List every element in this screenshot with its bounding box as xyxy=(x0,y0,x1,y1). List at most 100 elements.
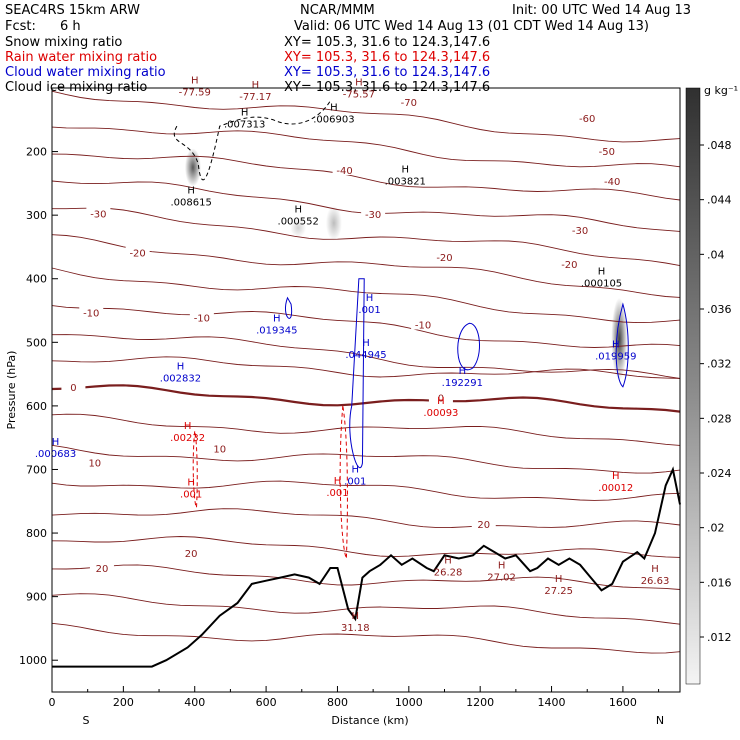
colorbar-tick-label: .028 xyxy=(707,412,732,425)
contour-label-bg xyxy=(82,456,107,468)
temperature-isotherm xyxy=(51,334,681,379)
colorbar-ticks: .048 .044 .04 .036 .032 .028 .024 .02 .016 .012 xyxy=(700,139,732,644)
extremum-value: .001 xyxy=(344,477,366,488)
forecast-label: Fcst: xyxy=(5,19,36,34)
colorbar-tick-label: .032 xyxy=(707,358,732,371)
extremum-marker: H xyxy=(362,338,370,349)
extremum-marker: H xyxy=(52,437,60,448)
field-cloudwater-label: Cloud water mixing ratio xyxy=(5,65,166,80)
hydrometeor-outline xyxy=(192,431,198,509)
extremum-marker: H xyxy=(187,186,195,197)
contour-label-bg xyxy=(89,562,114,574)
y-axis-ticks: 200 300 400 500 600 700 800 900 1000 xyxy=(19,146,58,667)
extremum-value: .002832 xyxy=(160,374,201,385)
extremum-value: 27.25 xyxy=(544,586,573,597)
contour-label: 20 xyxy=(185,549,198,560)
contour-label-bg xyxy=(79,306,104,318)
temperature-isotherm xyxy=(51,153,681,201)
temperature-isotherm xyxy=(51,234,681,298)
contour-label: 20 xyxy=(477,520,490,531)
temperature-isotherm xyxy=(51,480,681,501)
terrain-profile xyxy=(52,466,681,668)
temperature-isotherm xyxy=(51,413,681,446)
colorbar-tick-label: .024 xyxy=(707,467,732,480)
y-tick-label: 1000 xyxy=(19,654,47,667)
contour-label: 10 xyxy=(213,444,226,455)
extremum-value: .019959 xyxy=(595,351,636,362)
extremum-value: .000105 xyxy=(581,278,622,289)
x-tick-label: 400 xyxy=(184,696,205,709)
contour-label-bg xyxy=(568,223,593,235)
extremum-marker: H xyxy=(366,293,374,304)
contour-label-bg xyxy=(86,207,111,219)
contour-label: 0 xyxy=(70,383,76,394)
x-axis-ticks: 0 200 400 600 800 1000 1200 1400 1600 xyxy=(49,686,660,709)
contour-label: -30 xyxy=(572,226,588,237)
y-tick-label: 400 xyxy=(26,273,47,286)
extremum-value: .192291 xyxy=(442,378,483,389)
contour-label: -40 xyxy=(336,166,352,177)
temperature-isotherm xyxy=(51,444,681,474)
forecast-hour: 6 h xyxy=(60,19,81,34)
temperature-isotherm xyxy=(52,207,681,267)
extremum-marker: H xyxy=(355,78,363,89)
snow-core xyxy=(325,205,342,241)
extremum-marker: H xyxy=(555,574,563,585)
plot-frame xyxy=(51,87,681,693)
x-tick-label: 200 xyxy=(113,696,134,709)
extremum-marker: H xyxy=(184,421,192,432)
field-rain-xy: XY= 105.3, 31.6 to 124.3,147.6 xyxy=(284,50,491,65)
x-tick-label: 1400 xyxy=(538,696,566,709)
contour-label: -20 xyxy=(129,249,145,260)
contour-label-bg xyxy=(332,164,357,176)
temperature-isotherm xyxy=(51,126,681,168)
contour-label: -30 xyxy=(365,210,381,221)
contour-label-bg xyxy=(125,246,150,258)
contour-labels: -70 -60 -50 -40 -40 -30 -30 -30 -20 -20 -20 -10 -10 -… xyxy=(61,95,625,575)
temperature-isotherm xyxy=(51,356,681,379)
contour-label: -40 xyxy=(604,177,620,188)
extremum-marker: H xyxy=(334,476,342,487)
hydrometeor-outline xyxy=(339,405,348,559)
extremum-marker: H xyxy=(252,80,260,91)
temperature-isotherm xyxy=(51,564,681,590)
contour-label-bg xyxy=(575,111,600,123)
y-axis-label: Pressure (hPa) xyxy=(5,351,18,430)
contour-label: 0 xyxy=(438,394,444,405)
y-tick-label: 300 xyxy=(26,209,47,222)
extremum-marker: H xyxy=(273,313,281,324)
init-time: Init: 00 UTC Wed 14 Aug 13 xyxy=(512,3,692,18)
y-tick-label: 600 xyxy=(26,400,47,413)
extremum-marker: H xyxy=(294,205,302,216)
contour-label: -60 xyxy=(579,114,595,125)
extremum-value: 31.18 xyxy=(341,623,370,634)
field-cloudwater-xy: XY= 105.3, 31.6 to 124.3,147.6 xyxy=(284,65,491,80)
center-title: NCAR/MMM xyxy=(300,3,375,18)
contour-label-bg xyxy=(594,144,619,156)
contour-label: -70 xyxy=(401,98,417,109)
contour-label: 20 xyxy=(96,564,109,575)
extremum-marker: H xyxy=(444,556,452,567)
extremum-value: -75.57 xyxy=(343,90,375,101)
contour-label: -10 xyxy=(83,308,99,319)
x-tick-label: 1000 xyxy=(395,696,423,709)
snow-core xyxy=(611,297,628,381)
extremum-marker: H xyxy=(437,396,445,407)
extremum-value: 26.63 xyxy=(641,576,670,587)
extremum-value: .00232 xyxy=(170,433,205,444)
extremum-value: .00012 xyxy=(598,483,633,494)
extremum-value: .001 xyxy=(326,488,348,499)
extremum-marker: H xyxy=(651,564,659,575)
contour-label-bg xyxy=(411,318,436,330)
temperature-isotherm xyxy=(51,508,681,529)
extremum-value: .00093 xyxy=(423,408,458,419)
contour-label: -30 xyxy=(90,209,106,220)
contour-label-bg xyxy=(557,258,582,270)
hydrometeor-outline xyxy=(284,296,293,319)
model-title: SEAC4RS 15km ARW xyxy=(5,3,141,18)
contour-label-bg xyxy=(207,442,232,454)
contour-label: -20 xyxy=(436,253,452,264)
contour-label-bg xyxy=(179,546,204,558)
north-label: N xyxy=(656,714,664,727)
x-tick-label: 600 xyxy=(256,696,277,709)
